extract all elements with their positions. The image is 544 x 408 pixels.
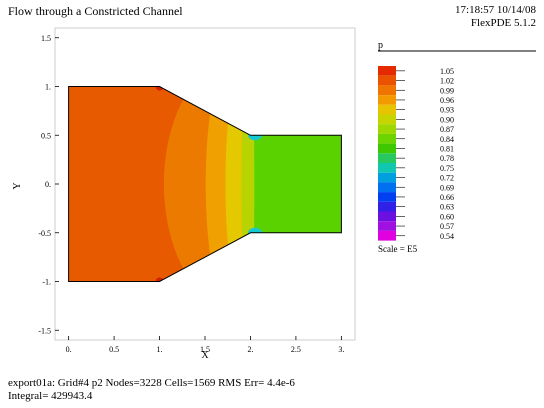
x-axis-label: X [201,350,209,361]
legend-swatch [378,124,396,134]
corner-high-bottom [155,277,164,282]
legend-level: 0.54 [440,232,454,241]
legend-level: 1.05 [440,67,454,76]
legend-level: 0.96 [440,96,454,105]
x-tick-label: 3. [338,345,344,354]
y-tick-label: -0.5 [38,229,51,238]
legend-level: 0.63 [440,203,454,212]
legend-swatch [378,201,396,212]
legend-level: 1.02 [440,77,454,86]
legend-level: 0.57 [440,222,454,231]
legend-level: 0.78 [440,154,454,163]
x-tick-label: 2. [247,345,253,354]
legend-level: 0.99 [440,86,454,95]
legend-level: 0.66 [440,193,454,202]
page-title: Flow through a Constricted Channel [8,4,183,18]
legend-swatch [378,66,396,76]
integral-info: Integral= 429943.4 [8,390,93,402]
legend-swatch [378,133,396,144]
legend-variable: p [378,40,383,51]
legend-level: 0.60 [440,212,454,221]
software-version: FlexPDE 5.1.2 [470,17,536,29]
y-axis: 1.5 1. 0.5 0. -0.5 -1. -1.5 [38,34,59,335]
legend-swatch [378,85,396,96]
x-tick-label: 1. [157,345,163,354]
legend-swatch [378,211,396,222]
legend-level: 0.81 [440,144,454,153]
legend-swatch [378,163,396,173]
legend: p 1.051.020.990.960.930.900.870.840.810.… [378,40,536,254]
legend-level: 0.87 [440,125,454,134]
legend-level: 0.75 [440,164,454,173]
legend-swatch [378,230,396,241]
legend-swatch [378,143,396,154]
x-tick-label: 1.5 [200,345,210,354]
legend-swatch [378,221,396,231]
legend-swatch [378,153,396,163]
x-tick-label: 0. [66,345,72,354]
region-outlet [252,86,342,282]
legend-swatch [378,104,396,115]
legend-swatch [378,172,396,183]
y-tick-label: -1.5 [38,326,51,335]
x-tick-label: 0.5 [109,345,119,354]
legend-swatch [378,182,396,193]
legend-swatch [378,192,396,202]
legend-scale-note: Scale = E5 [378,244,418,254]
y-tick-label: 1.5 [41,34,51,43]
domain-outline [68,86,342,282]
y-tick-label: 0. [45,180,51,189]
pressure-field [68,86,342,282]
timestamp-block: 17:18:57 10/14/08 FlexPDE 5.1.2 [455,4,536,30]
x-tick-label: 2.5 [291,345,301,354]
run-info: export01a: Grid#4 p2 Nodes=3228 Cells=15… [8,377,295,389]
y-tick-label: 0.5 [41,131,51,140]
x-axis: 0. 0.5 1. 1.5 2. 2.5 3. [66,336,344,354]
legend-level: 0.69 [440,183,454,192]
timestamp: 17:18:57 10/14/08 [455,4,536,16]
legend-level: 0.90 [440,115,454,124]
legend-swatch [378,114,396,125]
y-tick-label: 1. [45,83,51,92]
legend-level: 0.72 [440,174,454,183]
corner-high-top [155,86,164,91]
legend-swatch [378,95,396,105]
y-axis-label: Y [12,182,23,189]
legend-level: 0.93 [440,106,454,115]
legend-level: 0.84 [440,135,454,144]
legend-swatch [378,75,396,86]
y-tick-label: -1. [42,278,51,287]
